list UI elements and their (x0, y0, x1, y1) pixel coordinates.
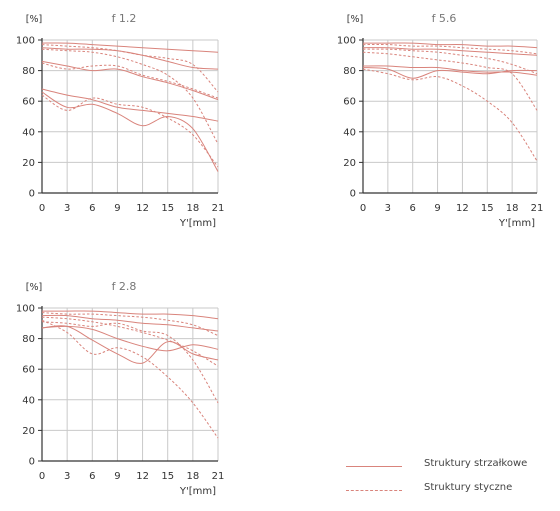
x-tick-label: 21 (212, 203, 225, 214)
y-tick-label: 0 (350, 189, 356, 200)
series-line-tangential (41, 44, 219, 93)
y-tick-label: 80 (22, 66, 35, 77)
x-tick-label: 18 (506, 203, 519, 214)
series-line-sagittal (362, 65, 538, 76)
legend-dashed-line-swatch (346, 490, 402, 491)
series-line-tangential (362, 43, 538, 55)
series-line-sagittal (41, 325, 219, 352)
y-tick-label: 80 (343, 66, 356, 77)
y-tick-label: 60 (22, 97, 35, 108)
series-line-tangential (41, 312, 219, 336)
y-tick-label: 40 (343, 127, 356, 138)
series-line-sagittal (41, 91, 219, 172)
x-tick-label: 18 (186, 203, 199, 214)
series-line-tangential (41, 48, 219, 145)
series-line-tangential (41, 62, 219, 99)
x-tick-label: 12 (136, 471, 149, 482)
series-line-sagittal (41, 325, 219, 364)
y-tick-label: 100 (16, 36, 35, 47)
x-tick-label: 9 (434, 203, 440, 214)
chart-title: f 5.6 (432, 12, 457, 25)
x-axis-label: Y'[mm] (179, 218, 216, 229)
series-line-tangential (41, 319, 219, 439)
series-line-tangential (41, 316, 219, 367)
x-axis-label: Y'[mm] (498, 218, 535, 229)
series-line-sagittal (41, 314, 219, 332)
series-line-tangential (41, 94, 219, 168)
chart-panel: 0 3 6 9 12 15 18 21 0 20 40 60 80 100 f 5.6 [%] Y'[mm] (337, 12, 543, 229)
legend-item-solid: Struktury strzałkowe (340, 458, 555, 474)
y-axis-label: [%] (347, 14, 363, 25)
series-line-sagittal (41, 60, 219, 101)
x-tick-label: 21 (212, 471, 225, 482)
y-axis-label: [%] (26, 14, 42, 25)
y-tick-label: 0 (29, 189, 35, 200)
chart-title: f 1.2 (112, 12, 137, 25)
chart-panel: 0 3 6 9 12 15 18 21 0 20 40 60 80 100 f 2.8 [%] Y'[mm] (16, 280, 224, 497)
x-tick-label: 3 (64, 471, 70, 482)
series-line-sagittal (41, 88, 219, 122)
x-tick-label: 21 (531, 203, 544, 214)
series-line-tangential (362, 68, 538, 162)
series-line-sagittal (362, 67, 538, 79)
x-tick-label: 15 (161, 203, 174, 214)
x-tick-label: 12 (456, 203, 469, 214)
chart-title: f 2.8 (112, 280, 137, 293)
x-tick-label: 18 (186, 471, 199, 482)
y-axis-label: [%] (26, 282, 42, 293)
x-tick-label: 0 (39, 203, 45, 214)
series-line-tangential (41, 321, 219, 404)
y-tick-label: 60 (343, 97, 356, 108)
y-tick-label: 80 (22, 334, 35, 345)
x-tick-label: 3 (64, 203, 70, 214)
x-tick-label: 0 (39, 471, 45, 482)
series-line-sagittal (362, 47, 538, 56)
y-tick-label: 40 (22, 395, 35, 406)
legend-solid-line-swatch (346, 466, 402, 467)
legend: Struktury strzałkowe Struktury styczne (340, 452, 555, 502)
y-tick-label: 20 (22, 158, 35, 169)
x-tick-label: 3 (385, 203, 391, 214)
x-tick-label: 0 (360, 203, 366, 214)
x-tick-label: 9 (114, 471, 120, 482)
x-axis-label: Y'[mm] (179, 486, 216, 497)
x-tick-label: 15 (161, 471, 174, 482)
chart-panel: 0 3 6 9 12 15 18 21 0 20 40 60 80 100 f 1.2 [%] Y'[mm] (16, 12, 224, 229)
series-line-sagittal (363, 42, 538, 49)
legend-dashed-label: Struktury styczne (424, 482, 513, 493)
y-tick-label: 40 (22, 127, 35, 138)
legend-solid-label: Struktury strzałkowe (424, 458, 528, 469)
x-tick-label: 6 (89, 471, 95, 482)
series-line-sagittal (41, 42, 219, 53)
series-line-sagittal (41, 47, 219, 70)
y-tick-label: 100 (337, 36, 356, 47)
x-tick-label: 9 (114, 203, 120, 214)
y-tick-label: 20 (22, 426, 35, 437)
y-tick-label: 0 (29, 457, 35, 468)
legend-item-dashed: Struktury styczne (340, 482, 555, 498)
x-tick-label: 6 (89, 203, 95, 214)
x-tick-label: 15 (481, 203, 494, 214)
x-tick-label: 12 (136, 203, 149, 214)
y-tick-label: 20 (343, 158, 356, 169)
series-line-sagittal (42, 310, 219, 320)
y-tick-label: 60 (22, 365, 35, 376)
y-tick-label: 100 (16, 304, 35, 315)
series-line-tangential (362, 48, 538, 75)
x-tick-label: 6 (410, 203, 416, 214)
